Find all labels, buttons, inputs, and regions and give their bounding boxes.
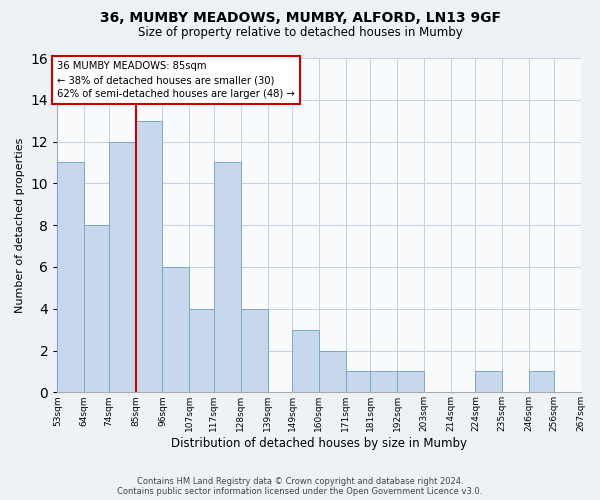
Bar xyxy=(475,372,502,392)
Bar xyxy=(529,372,554,392)
Bar xyxy=(214,162,241,392)
Bar xyxy=(84,225,109,392)
Bar xyxy=(58,162,84,392)
Bar xyxy=(241,308,268,392)
Bar xyxy=(163,267,190,392)
Bar xyxy=(190,308,214,392)
Text: Contains HM Land Registry data © Crown copyright and database right 2024.
Contai: Contains HM Land Registry data © Crown c… xyxy=(118,476,482,496)
Bar xyxy=(370,372,397,392)
Text: 36, MUMBY MEADOWS, MUMBY, ALFORD, LN13 9GF: 36, MUMBY MEADOWS, MUMBY, ALFORD, LN13 9… xyxy=(100,11,500,25)
Y-axis label: Number of detached properties: Number of detached properties xyxy=(15,138,25,313)
Bar xyxy=(136,120,163,392)
Bar xyxy=(109,142,136,392)
Bar xyxy=(397,372,424,392)
X-axis label: Distribution of detached houses by size in Mumby: Distribution of detached houses by size … xyxy=(171,437,467,450)
Text: 36 MUMBY MEADOWS: 85sqm
← 38% of detached houses are smaller (30)
62% of semi-de: 36 MUMBY MEADOWS: 85sqm ← 38% of detache… xyxy=(58,61,295,99)
Bar xyxy=(319,350,346,393)
Bar xyxy=(292,330,319,392)
Bar xyxy=(346,372,370,392)
Text: Size of property relative to detached houses in Mumby: Size of property relative to detached ho… xyxy=(137,26,463,39)
